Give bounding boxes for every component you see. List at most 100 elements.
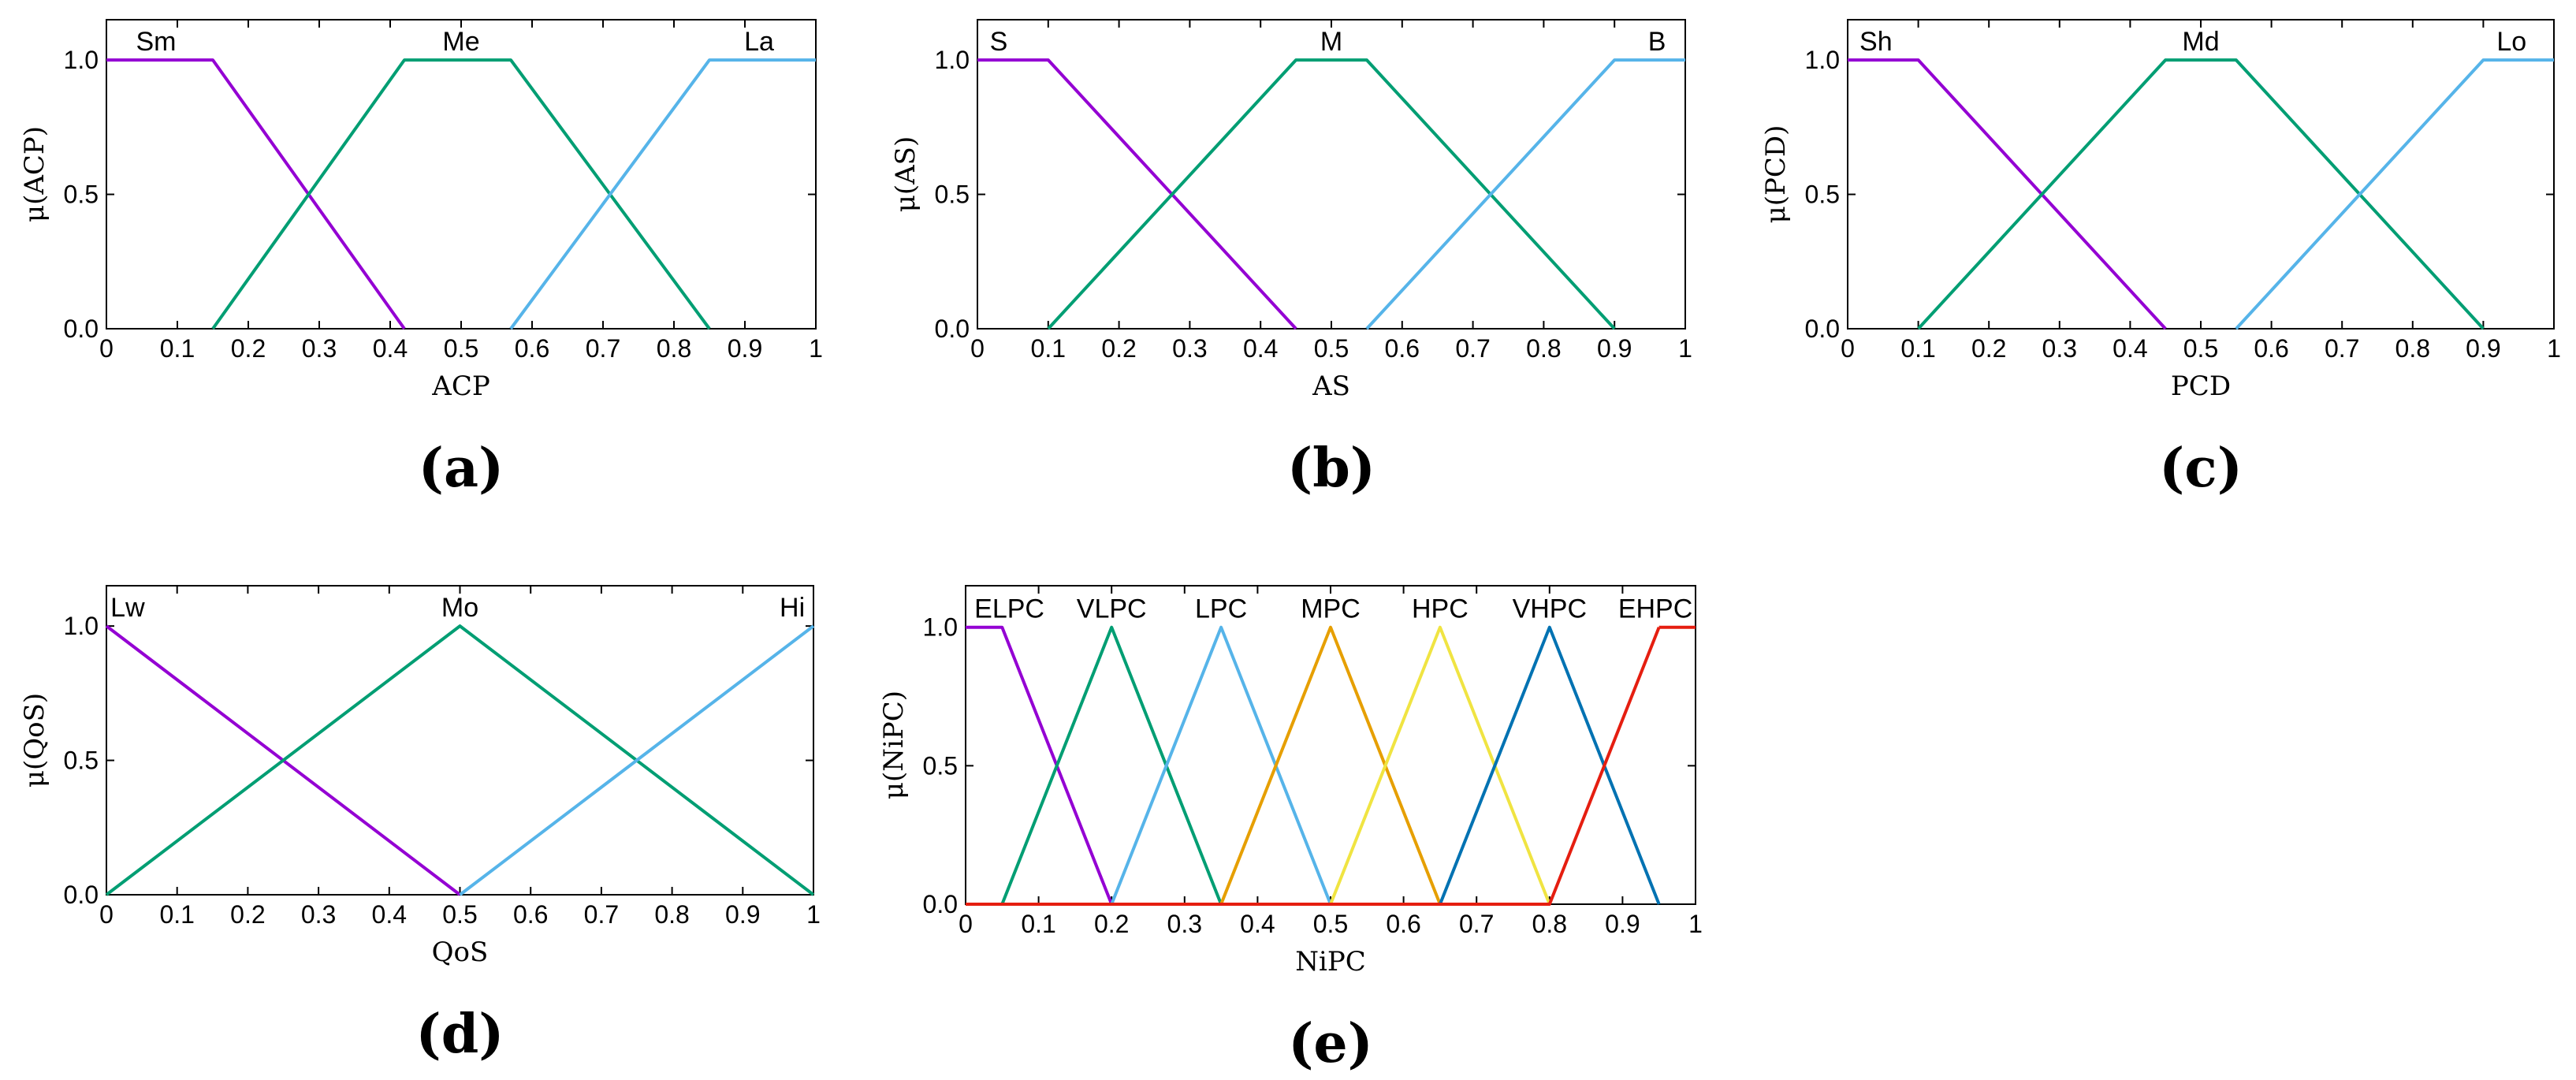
x-tick-label: 0.8 xyxy=(1526,334,1561,363)
x-tick-label: 0 xyxy=(99,900,114,929)
x-tick-label: 0 xyxy=(1841,334,1855,363)
x-tick-label: 0.9 xyxy=(1605,910,1640,938)
set-label-ehpc: EHPC xyxy=(1618,594,1692,624)
x-tick-label: 0.1 xyxy=(160,334,195,363)
x-axis-label: PCD xyxy=(2171,371,2231,402)
y-tick-label: 0.0 xyxy=(1805,315,1840,343)
x-tick-label: 0.1 xyxy=(1031,334,1066,363)
x-tick-label: 0.9 xyxy=(1597,334,1632,363)
x-tick-label: 1 xyxy=(809,334,823,363)
set-label-m: M xyxy=(1320,27,1342,57)
set-label-sh: Sh xyxy=(1859,27,1893,57)
x-tick-label: 0.5 xyxy=(1313,910,1348,938)
series-line-mpc xyxy=(1219,625,1442,905)
x-tick-label: 0.9 xyxy=(728,334,762,363)
x-tick-label: 0.7 xyxy=(1459,910,1494,938)
set-label-mo: Mo xyxy=(441,593,478,623)
x-tick-label: 0.8 xyxy=(657,334,691,363)
y-tick-label: 0.0 xyxy=(64,315,99,343)
x-tick-label: 0.2 xyxy=(231,334,266,363)
series-line-sm xyxy=(106,58,406,330)
x-tick-label: 0.7 xyxy=(2325,334,2359,363)
x-tick-label: 0.3 xyxy=(1172,334,1207,363)
series-line-m xyxy=(1047,58,1616,330)
set-label-lo: Lo xyxy=(2496,27,2526,57)
series-line-hi xyxy=(459,624,815,896)
set-label-hpc: HPC xyxy=(1412,594,1469,624)
y-tick-label: 0.5 xyxy=(64,747,99,775)
x-tick-label: 0.1 xyxy=(1021,910,1055,938)
x-tick-label: 0.8 xyxy=(654,900,689,929)
x-tick-label: 0.5 xyxy=(1314,334,1349,363)
x-tick-label: 1 xyxy=(806,900,821,929)
x-tick-label: 0.7 xyxy=(584,900,619,929)
series-line-lo xyxy=(2235,58,2554,330)
y-tick-label: 1.0 xyxy=(64,46,99,74)
x-tick-label: 0.4 xyxy=(1243,334,1278,363)
panel-label: (a) xyxy=(419,437,504,500)
plot-frame xyxy=(106,19,817,330)
x-tick-label: 0.4 xyxy=(1240,910,1275,938)
x-tick-label: 0.4 xyxy=(372,900,407,929)
y-axis-label: μ(PCD) xyxy=(1760,125,1792,224)
series-line-la xyxy=(509,58,816,330)
x-tick-label: 0.8 xyxy=(1532,910,1567,938)
series-line-lpc xyxy=(1110,625,1332,905)
x-tick-label: 0 xyxy=(970,334,985,363)
x-tick-label: 0.2 xyxy=(1094,910,1129,938)
x-tick-label: 0.5 xyxy=(2183,334,2218,363)
x-tick-label: 0.6 xyxy=(1386,910,1420,938)
series-line-md xyxy=(1917,58,2485,330)
chart-c: 0 0.1 0.2 0.3 0.4 0.5 0.6 0.7 0.8 0.9 1 0.0 0.5 1.0 PC… xyxy=(1760,19,2561,500)
x-axis-label: QoS xyxy=(432,937,489,968)
x-tick-label: 0.4 xyxy=(373,334,408,363)
series-line-me xyxy=(211,58,711,330)
y-axis-label: μ(QoS) xyxy=(19,693,50,788)
x-tick-label: 0.7 xyxy=(586,334,620,363)
set-label-b: B xyxy=(1648,27,1666,57)
x-tick-label: 0.5 xyxy=(442,900,477,929)
y-tick-label: 0.5 xyxy=(935,181,970,209)
plot-frame xyxy=(1847,19,2555,330)
series-line-vhpc xyxy=(1439,625,1661,905)
plot-frame xyxy=(965,585,1696,905)
series-line-s xyxy=(977,58,1297,330)
set-label-md: Md xyxy=(2182,27,2219,57)
x-tick-label: 0.3 xyxy=(301,900,336,929)
chart-d: 0 0.1 0.2 0.3 0.4 0.5 0.6 0.7 0.8 0.9 1 0.0 0.5 1.0 Qo… xyxy=(19,585,821,1066)
panel-label: (d) xyxy=(416,1003,504,1066)
y-tick-label: 0.0 xyxy=(935,315,970,343)
set-label-mpc: MPC xyxy=(1301,594,1361,624)
series-line-hpc xyxy=(1329,625,1551,905)
set-label-la: La xyxy=(744,27,774,57)
x-tick-label: 0.2 xyxy=(1101,334,1136,363)
chart-a: 0 0.1 0.2 0.3 0.4 0.5 0.6 0.7 0.8 0.9 1 0.0 0.5 1.0 AC… xyxy=(19,19,823,500)
x-tick-label: 1 xyxy=(1678,334,1692,363)
x-tick-label: 0.6 xyxy=(515,334,549,363)
y-tick-label: 1.0 xyxy=(64,612,99,640)
x-tick-label: 1 xyxy=(1688,910,1703,938)
y-tick-label: 1.0 xyxy=(935,46,970,74)
y-tick-label: 0.0 xyxy=(923,890,958,918)
x-tick-label: 0.3 xyxy=(2042,334,2077,363)
x-tick-label: 0.6 xyxy=(2254,334,2288,363)
x-tick-label: 0.6 xyxy=(513,900,548,929)
x-tick-label: 0.7 xyxy=(1455,334,1490,363)
y-tick-label: 0.0 xyxy=(64,881,99,909)
plot-frame xyxy=(106,585,814,896)
x-tick-label: 0.2 xyxy=(230,900,265,929)
set-label-me: Me xyxy=(442,27,479,57)
set-label-hi: Hi xyxy=(780,593,805,623)
x-tick-label: 0.1 xyxy=(159,900,194,929)
y-tick-label: 0.5 xyxy=(923,751,958,780)
x-tick-label: 0.3 xyxy=(1167,910,1202,938)
x-tick-label: 1 xyxy=(2547,334,2561,363)
y-tick-label: 1.0 xyxy=(1805,46,1840,74)
chart-e: 0 0.1 0.2 0.3 0.4 0.5 0.6 0.7 0.8 0.9 1 0.0 0.5 1.0 Ni… xyxy=(878,585,1703,1075)
x-tick-label: 0.8 xyxy=(2395,334,2430,363)
series-line-mo xyxy=(105,624,815,896)
y-axis-label: μ(AS) xyxy=(890,136,921,212)
panel-label: (b) xyxy=(1287,437,1375,500)
x-tick-label: 0.9 xyxy=(725,900,760,929)
